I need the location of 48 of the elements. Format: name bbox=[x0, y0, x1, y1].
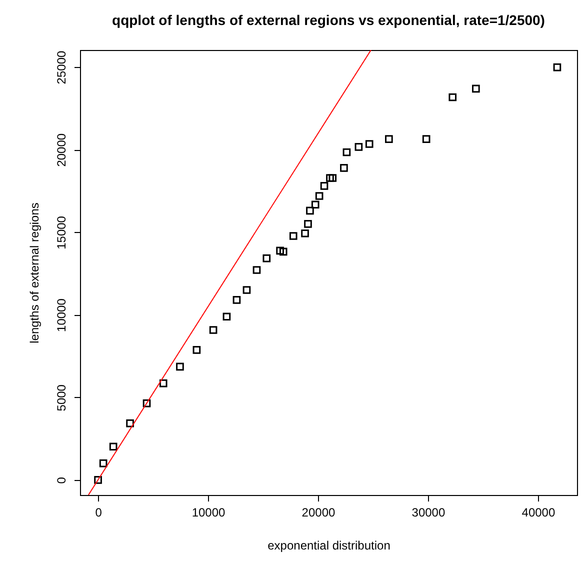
point bbox=[553, 63, 562, 72]
point bbox=[340, 164, 348, 172]
x-tick-label: 0 bbox=[95, 506, 102, 520]
point bbox=[304, 220, 312, 228]
point bbox=[472, 84, 480, 93]
point bbox=[252, 266, 261, 274]
point bbox=[385, 135, 393, 143]
point bbox=[311, 200, 320, 209]
point bbox=[301, 229, 309, 238]
point bbox=[320, 182, 328, 190]
point bbox=[422, 135, 430, 143]
point bbox=[306, 206, 314, 215]
chart-title: qqplot of lengths of external regions vs exponential, rate=1/2500) bbox=[112, 12, 545, 28]
point bbox=[365, 140, 374, 148]
y-tick-label: 15000 bbox=[54, 216, 68, 250]
point bbox=[192, 346, 201, 354]
y-axis-title: lengths of external regions bbox=[28, 202, 42, 344]
point bbox=[109, 442, 118, 451]
point bbox=[222, 312, 231, 321]
point bbox=[232, 296, 241, 304]
point bbox=[326, 174, 334, 182]
x-tick-label: 40000 bbox=[522, 506, 556, 520]
y-tick-label: 20000 bbox=[54, 133, 68, 167]
x-tick-label: 20000 bbox=[302, 506, 336, 520]
x-tick-label: 30000 bbox=[412, 506, 446, 520]
point bbox=[159, 379, 168, 388]
point bbox=[315, 192, 324, 200]
point bbox=[242, 286, 251, 294]
point bbox=[142, 399, 151, 408]
y-tick-label: 0 bbox=[54, 476, 68, 484]
point bbox=[289, 232, 298, 240]
point bbox=[126, 419, 134, 428]
point bbox=[328, 174, 337, 182]
x-axis-title: exponential distribution bbox=[268, 538, 390, 552]
point bbox=[354, 143, 363, 151]
point bbox=[176, 362, 184, 371]
point bbox=[99, 459, 108, 468]
point bbox=[279, 248, 288, 256]
y-tick-label: 10000 bbox=[54, 298, 68, 332]
point bbox=[209, 326, 218, 334]
point bbox=[262, 254, 271, 262]
x-tick-label: 10000 bbox=[192, 506, 226, 520]
point bbox=[342, 148, 351, 156]
y-tick-label: 5000 bbox=[54, 384, 68, 412]
y-tick-label: 25000 bbox=[54, 50, 68, 84]
point bbox=[448, 93, 457, 102]
point bbox=[276, 246, 284, 255]
point bbox=[94, 476, 102, 484]
